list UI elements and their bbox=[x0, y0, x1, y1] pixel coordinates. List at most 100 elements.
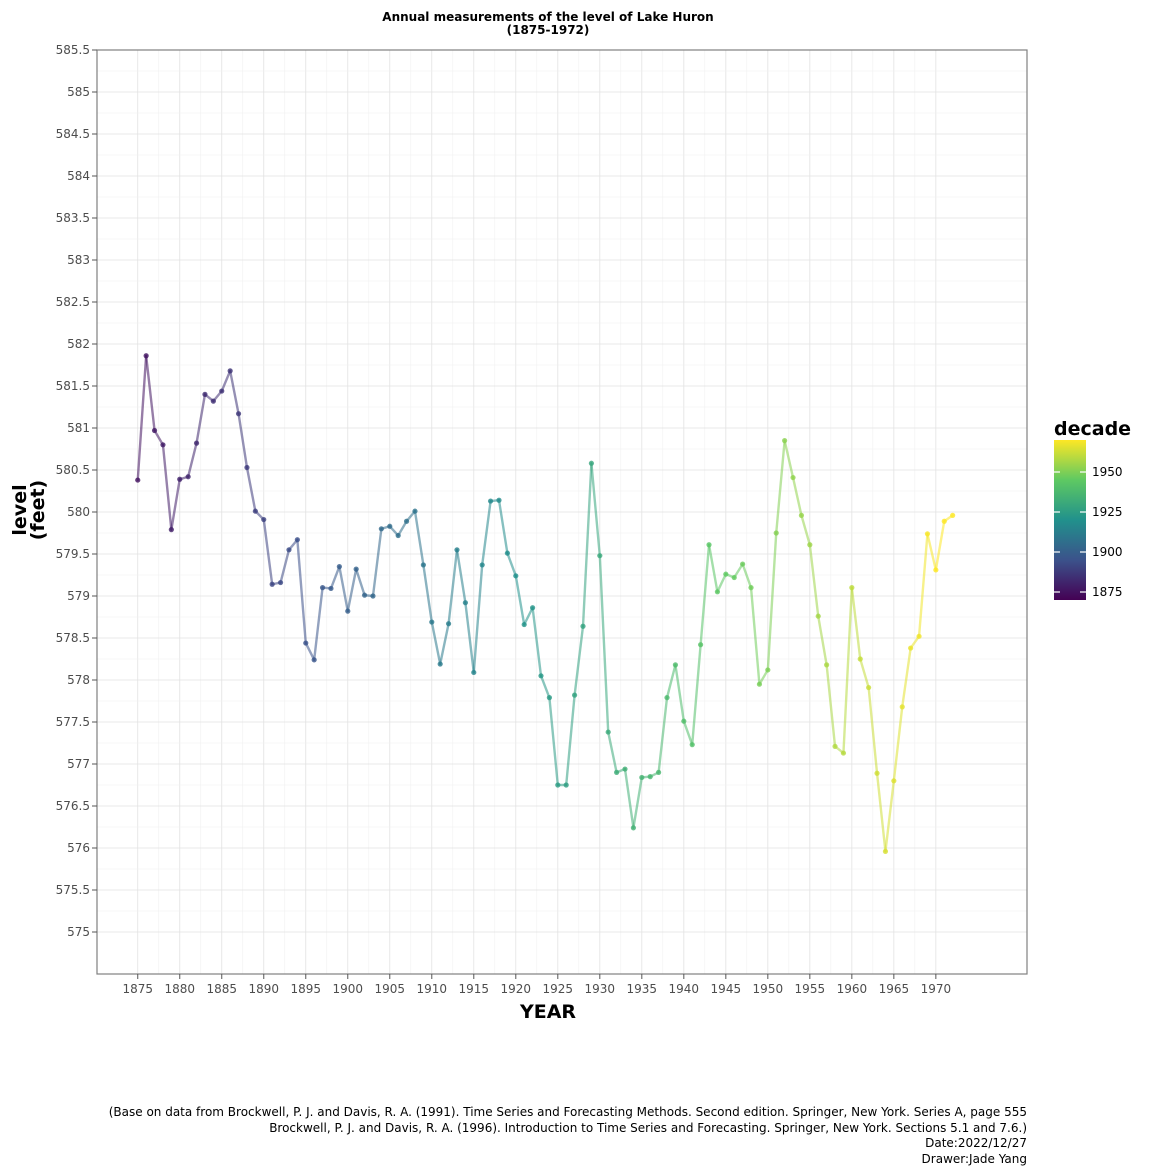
data-point bbox=[824, 662, 830, 668]
legend-tick-label: 1900 bbox=[1092, 545, 1123, 559]
line-segment bbox=[186, 441, 198, 478]
y-tick-label: 575.5 bbox=[56, 883, 90, 897]
line-segment bbox=[531, 606, 543, 677]
line-segment bbox=[590, 462, 602, 557]
line-segment bbox=[850, 586, 862, 661]
line-segment bbox=[228, 369, 240, 415]
data-point bbox=[756, 681, 763, 687]
line-segment bbox=[413, 509, 425, 567]
data-point bbox=[950, 512, 956, 518]
data-point bbox=[168, 527, 174, 533]
line-segment bbox=[766, 531, 778, 672]
line-segment bbox=[354, 567, 366, 597]
data-point bbox=[597, 553, 603, 559]
y-tick-label: 576 bbox=[67, 841, 90, 855]
legend-title: decade bbox=[1054, 418, 1131, 440]
data-point bbox=[849, 585, 855, 591]
caption-line-2: Brockwell, P. J. and Davis, R. A. (1996)… bbox=[269, 1120, 1027, 1135]
legend-tick-label: 1875 bbox=[1092, 585, 1123, 599]
y-tick-label: 582.5 bbox=[56, 295, 90, 309]
line-segment bbox=[623, 767, 635, 830]
line-segment bbox=[934, 520, 946, 572]
line-segment bbox=[581, 462, 593, 628]
line-segment bbox=[707, 543, 719, 593]
line-segment bbox=[464, 601, 475, 674]
line-segment bbox=[296, 538, 307, 645]
data-point bbox=[445, 621, 452, 627]
line-segment bbox=[733, 562, 744, 579]
line-segment bbox=[522, 606, 534, 626]
line-segment bbox=[329, 565, 341, 590]
data-point bbox=[723, 571, 729, 577]
data-point bbox=[563, 782, 569, 788]
y-tick-label: 578.5 bbox=[56, 631, 90, 645]
y-axis-title-line-2: (feet) bbox=[27, 480, 49, 541]
data-point bbox=[471, 669, 477, 676]
x-ticks: 1875 1880 1885 1890 1895 1900 1905 1910 1915 1920… bbox=[122, 974, 951, 996]
x-tick-label: 1950 bbox=[753, 982, 784, 996]
data-point bbox=[924, 531, 931, 537]
x-tick-label: 1925 bbox=[543, 982, 574, 996]
x-tick-label: 1970 bbox=[921, 982, 952, 996]
y-tick-label: 584.5 bbox=[56, 127, 90, 141]
legend-colorbar bbox=[1054, 440, 1086, 600]
line-segment bbox=[884, 779, 896, 853]
x-tick-label: 1945 bbox=[711, 982, 742, 996]
line-segment bbox=[396, 520, 408, 537]
data-point bbox=[572, 692, 578, 698]
caption-line-1: (Base on data from Brockwell, P. J. and … bbox=[108, 1105, 1027, 1119]
x-tick-label: 1965 bbox=[879, 982, 910, 996]
data-point bbox=[605, 729, 611, 735]
data-point bbox=[832, 743, 838, 749]
data-points bbox=[135, 353, 956, 854]
data-point bbox=[403, 518, 410, 524]
data-point bbox=[235, 411, 242, 417]
line-segment bbox=[657, 696, 669, 774]
data-point bbox=[664, 695, 670, 701]
data-point bbox=[345, 608, 351, 614]
data-point bbox=[353, 566, 359, 572]
y-tick-label: 575 bbox=[67, 925, 90, 939]
data-point bbox=[748, 585, 754, 591]
y-tick-label: 583.5 bbox=[56, 211, 90, 225]
data-point bbox=[714, 589, 721, 595]
data-point bbox=[504, 550, 510, 556]
data-point bbox=[765, 667, 771, 673]
y-axis-title-line-1: level bbox=[9, 484, 31, 535]
data-point bbox=[513, 573, 519, 579]
data-point bbox=[639, 774, 645, 781]
caption-drawer: Drawer:Jade Yang bbox=[921, 1151, 1027, 1166]
lake-huron-chart: Annual measurements of the level of Lake… bbox=[9, 10, 1131, 1023]
y-tick-label: 577.5 bbox=[56, 715, 90, 729]
data-point bbox=[656, 769, 662, 776]
legend: decade 1875 1900 1925 1950 bbox=[1054, 418, 1131, 600]
data-point bbox=[630, 825, 637, 831]
data-point bbox=[412, 508, 418, 514]
line-segment bbox=[825, 663, 837, 748]
y-tick-label: 580.5 bbox=[56, 463, 90, 477]
data-point bbox=[395, 532, 401, 539]
line-segment bbox=[346, 567, 358, 613]
data-point bbox=[429, 619, 435, 625]
data-point bbox=[798, 512, 805, 518]
line-segment bbox=[808, 543, 820, 618]
data-point bbox=[294, 537, 300, 543]
data-point bbox=[151, 427, 158, 434]
data-point bbox=[529, 605, 536, 611]
caption-date: Date:2022/12/27 bbox=[925, 1136, 1027, 1150]
x-tick-label: 1920 bbox=[501, 982, 532, 996]
data-point bbox=[143, 353, 149, 359]
line-segment bbox=[632, 776, 644, 830]
y-tick-label: 585 bbox=[67, 85, 90, 99]
line-segment bbox=[892, 705, 904, 782]
line-segment bbox=[312, 586, 324, 662]
data-point bbox=[916, 633, 922, 639]
y-tick-label: 579.5 bbox=[56, 547, 90, 561]
data-point bbox=[269, 581, 275, 587]
line-segment bbox=[917, 532, 929, 638]
line-segment bbox=[758, 668, 770, 686]
data-point bbox=[622, 766, 628, 772]
line-segment bbox=[867, 686, 879, 775]
data-point bbox=[261, 516, 267, 523]
line-segment bbox=[161, 443, 173, 531]
